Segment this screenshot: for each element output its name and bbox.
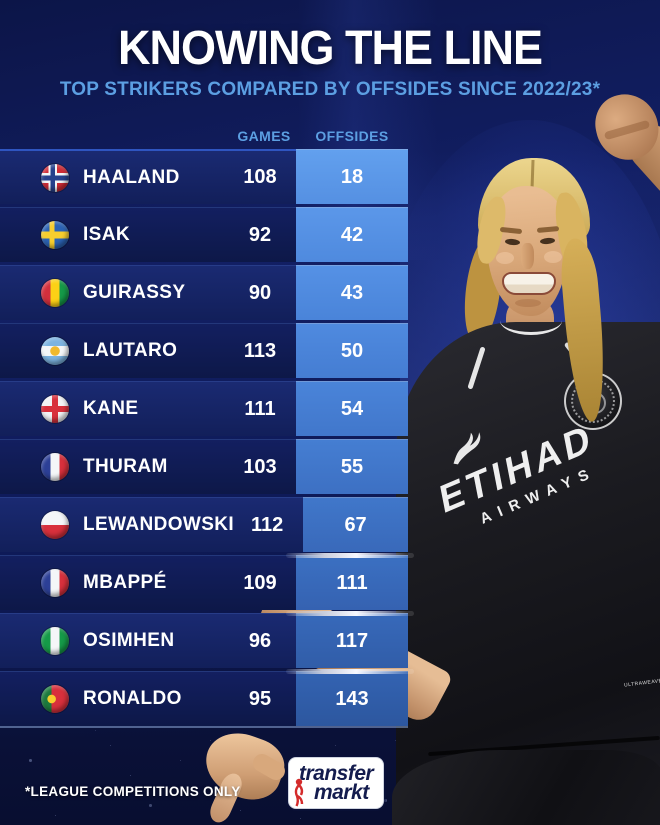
black-shorts: [392, 750, 660, 825]
player-name: MBAPPÉ: [83, 572, 167, 593]
player-cell: LEWANDOWSKI 112: [0, 497, 304, 552]
offsides-value: 43: [340, 281, 364, 304]
page-title-text: KNOWING THE LINE: [118, 19, 543, 75]
offsides-value: 117: [335, 629, 369, 652]
flag-portugal-icon: [41, 685, 69, 713]
games-value: 113: [243, 339, 277, 362]
games-value: 108: [243, 166, 277, 188]
offsides-cell: 18: [296, 149, 408, 204]
table-row: LEWANDOWSKI 112 67: [0, 497, 408, 552]
player-name: LEWANDOWSKI: [83, 514, 235, 535]
table-row: GUIRASSY 90 43: [0, 265, 408, 320]
games-value: 111: [244, 397, 276, 420]
player-cell: LAUTARO 113: [0, 323, 296, 378]
offsides-cell: 55: [296, 439, 408, 494]
table-row: LAUTARO 113 50: [0, 323, 408, 378]
table-row: HAALAND 108 18: [0, 149, 408, 204]
logo-line1: transfer: [299, 762, 374, 785]
offsides-value: 67: [344, 513, 367, 536]
player-name: HAALAND: [83, 166, 180, 188]
flag-poland-icon: [41, 511, 69, 539]
offsides-cell: 54: [296, 381, 408, 436]
offsides-value: 55: [340, 455, 364, 478]
offsides-cell: 42: [296, 207, 408, 262]
games-value: 95: [248, 687, 272, 710]
player-name: RONALDO: [83, 688, 182, 709]
offsides-value: 18: [340, 165, 364, 188]
player-name: THURAM: [83, 456, 168, 477]
flag-france-icon: [41, 453, 69, 481]
cheek-right: [544, 251, 562, 263]
player-cell: GUIRASSY 90: [0, 265, 296, 320]
offsides-value: 42: [340, 223, 364, 246]
column-headers: GAMES OFFSIDES: [0, 128, 408, 146]
footnote: *LEAGUE COMPETITIONS ONLY: [25, 784, 241, 799]
flag-france-icon: [41, 569, 69, 597]
flag-nigeria-icon: [41, 627, 69, 655]
offsides-cell: 111: [286, 553, 414, 610]
player-cell: RONALDO 95: [0, 671, 296, 726]
transfermarkt-player-icon: [292, 778, 306, 808]
flag-sweden-icon: [41, 221, 69, 249]
offsides-value: 50: [340, 339, 364, 362]
offsides-cell: 43: [296, 265, 408, 320]
offsides-cell: 117: [286, 611, 414, 668]
games-value: 109: [243, 571, 277, 594]
transfermarkt-logo: transfer markt: [288, 757, 384, 809]
offsides-value: 111: [336, 571, 368, 594]
player-cell: THURAM 103: [0, 439, 296, 494]
flag-argentina-icon: [41, 337, 69, 365]
player-name: ISAK: [83, 224, 130, 245]
page-title: KNOWING THE LINE: [0, 19, 660, 75]
player-name: KANE: [83, 398, 139, 419]
flag-guinea-icon: [41, 279, 69, 307]
nose: [521, 243, 534, 269]
flag-norway-icon: [41, 163, 69, 192]
table-row: OSIMHEN 96 117: [0, 611, 414, 668]
table-row: ISAK 92 42: [0, 207, 408, 262]
games-column-header: GAMES: [237, 128, 291, 144]
offsides-cell: 143: [286, 669, 414, 726]
page-subtitle: TOP STRIKERS COMPARED BY OFFSIDES SINCE …: [59, 79, 601, 100]
player-name: GUIRASSY: [83, 282, 186, 303]
puma-logo-icon: [441, 424, 491, 469]
offsides-cell: 67: [303, 497, 408, 552]
collar-back-piping: [500, 306, 562, 335]
player-cell: MBAPPÉ 109: [0, 555, 296, 610]
player-cell: HAALAND 108: [0, 149, 296, 204]
cheek-left: [496, 252, 514, 264]
offsides-cell: 50: [296, 323, 408, 378]
strikers-table: HAALAND 108 18 ISAK 92 42 GUIRASSY 90 43: [0, 149, 414, 726]
player-name: OSIMHEN: [83, 630, 175, 651]
offsides-value: 143: [335, 687, 369, 710]
table-row: RONALDO 95 143: [0, 669, 414, 726]
table-row: THURAM 103 55: [0, 439, 408, 494]
player-cell: ISAK 92: [0, 207, 296, 262]
games-value: 90: [248, 281, 272, 304]
table-row: MBAPPÉ 109 111: [0, 553, 414, 610]
table-row: KANE 111 54: [0, 381, 408, 436]
player-cell: KANE 111: [0, 381, 296, 436]
player-cell: OSIMHEN 96: [0, 613, 296, 668]
logo-line2: markt: [314, 781, 369, 804]
games-value: 103: [243, 455, 277, 478]
games-value: 96: [248, 629, 272, 652]
player-name: LAUTARO: [83, 340, 178, 361]
games-value: 92: [248, 223, 272, 246]
games-value: 112: [250, 513, 284, 536]
chin-shadow: [515, 299, 541, 307]
flag-england-icon: [41, 395, 69, 423]
offsides-column-header: OFFSIDES: [315, 128, 389, 144]
smiling-mouth: [502, 272, 556, 295]
offsides-value: 54: [340, 397, 364, 420]
